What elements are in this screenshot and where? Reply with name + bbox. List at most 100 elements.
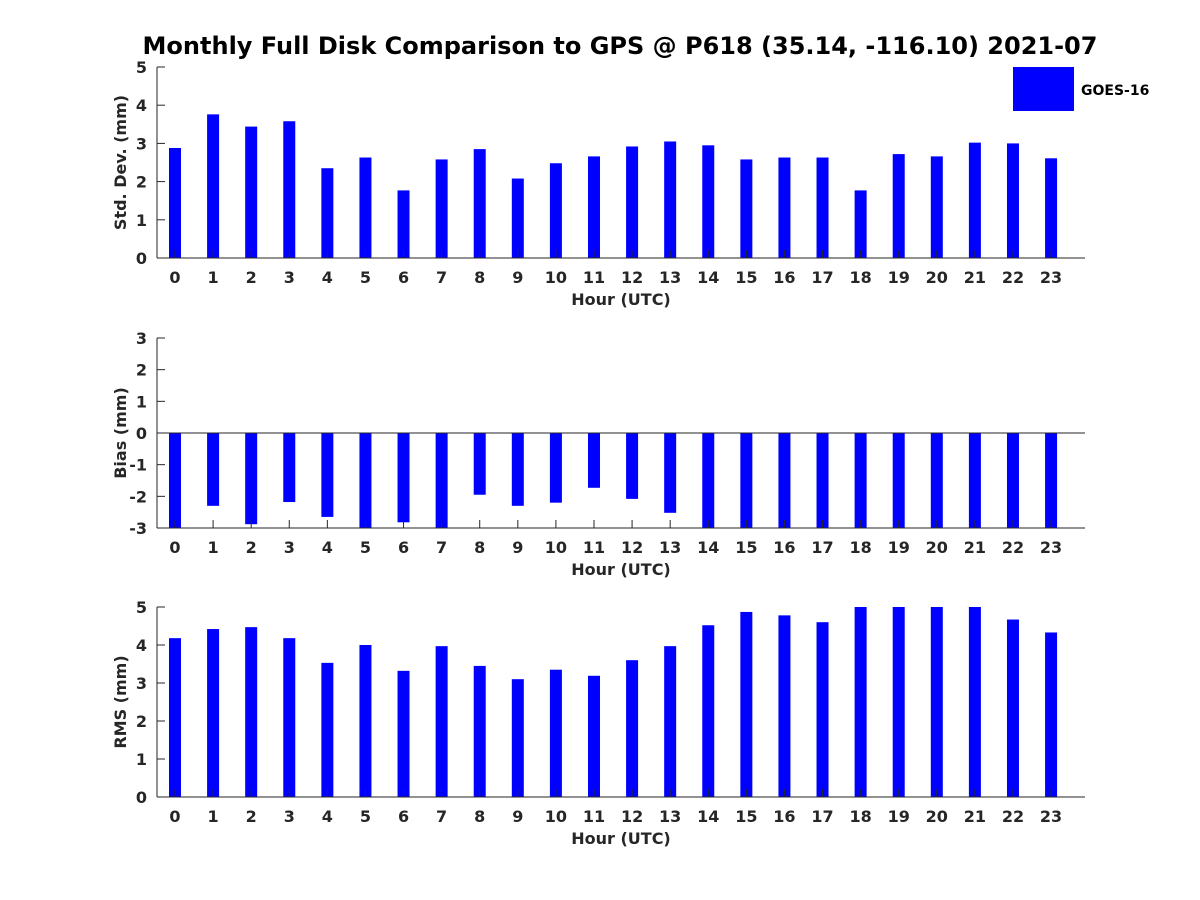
std-dev-bar: [511, 178, 524, 258]
std-dev-x-tick-label: 4: [322, 268, 333, 287]
bias-bar: [169, 433, 181, 528]
bias-bar: [930, 433, 943, 528]
rms-x-tick-label: 19: [888, 807, 910, 826]
rms-bar: [397, 670, 410, 797]
bias-x-tick-label: 15: [735, 538, 757, 557]
rms-x-tick-label: 10: [545, 807, 567, 826]
rms-x-tick-label: 21: [964, 807, 986, 826]
bias-y-tick-label: 0: [136, 424, 147, 443]
bias-bar: [740, 433, 753, 528]
rms-bar: [892, 607, 905, 797]
std-dev-x-tick-label: 15: [735, 268, 757, 287]
std-dev-bar: [587, 156, 600, 258]
std-dev-bar: [892, 154, 905, 258]
std-dev-x-label: Hour (UTC): [571, 290, 671, 309]
std-dev-bar: [1045, 158, 1058, 258]
bias-bar: [816, 433, 829, 528]
std-dev-bar: [549, 163, 562, 258]
std-dev-x-tick-label: 18: [849, 268, 871, 287]
rms-bar: [626, 660, 639, 797]
rms-bar: [816, 622, 829, 797]
std-dev-x-tick-label: 0: [169, 268, 180, 287]
rms-bar: [1045, 632, 1058, 797]
rms-x-tick-label: 4: [322, 807, 333, 826]
bias-bar: [968, 433, 981, 528]
bias-bar: [1045, 433, 1058, 528]
std-dev-x-tick-label: 10: [545, 268, 567, 287]
std-dev-y-tick-label: 3: [136, 134, 147, 153]
bias-x-tick-label: 1: [208, 538, 219, 557]
bias-y-tick-label: -2: [129, 487, 147, 506]
rms-bar: [587, 675, 600, 797]
legend-label: GOES-16: [1081, 83, 1149, 99]
std-dev-bar: [854, 190, 867, 258]
bias-bar: [778, 433, 791, 528]
bias-x-tick-label: 8: [474, 538, 485, 557]
bias-bar: [283, 433, 296, 503]
std-dev-x-tick-label: 7: [436, 268, 447, 287]
std-dev-y-label: Std. Dev. (mm): [111, 95, 130, 230]
bias-y-tick-label: -1: [129, 456, 147, 475]
std-dev-x-tick-label: 5: [360, 268, 371, 287]
rms-bar: [207, 629, 220, 797]
rms-x-tick-label: 12: [621, 807, 643, 826]
bias-x-tick-label: 12: [621, 538, 643, 557]
bias-x-tick-label: 17: [811, 538, 833, 557]
bias-y-tick-label: 3: [136, 329, 147, 348]
rms-x-tick-label: 11: [583, 807, 605, 826]
bias-bar: [549, 433, 562, 503]
rms-bar: [854, 607, 867, 797]
rms-bar: [740, 611, 753, 797]
bias-bar: [397, 433, 410, 523]
rms-x-tick-label: 15: [735, 807, 757, 826]
bias-x-tick-label: 21: [964, 538, 986, 557]
rms-x-tick-label: 9: [512, 807, 523, 826]
rms-bar: [778, 615, 791, 797]
bias-y-label: Bias (mm): [111, 387, 130, 479]
bias-bar: [473, 433, 486, 495]
bias-bar: [321, 433, 334, 517]
std-dev-bar: [397, 190, 410, 258]
rms-x-tick-label: 2: [246, 807, 257, 826]
bias-x-tick-label: 14: [697, 538, 719, 557]
bias-bar: [435, 433, 448, 528]
std-dev-bar: [968, 142, 981, 258]
std-dev-x-tick-label: 23: [1040, 268, 1062, 287]
std-dev-y-tick-label: 2: [136, 173, 147, 192]
rms-bar: [930, 607, 943, 797]
std-dev-x-tick-label: 13: [659, 268, 681, 287]
bias-x-tick-label: 9: [512, 538, 523, 557]
bias-bar: [626, 433, 639, 499]
bias-bar: [587, 433, 600, 488]
bias-bar: [1006, 433, 1019, 528]
rms-x-tick-label: 16: [773, 807, 795, 826]
rms-y-tick-label: 1: [136, 750, 147, 769]
std-dev-bar: [169, 147, 181, 258]
rms-bar: [968, 607, 981, 797]
rms-x-tick-label: 0: [169, 807, 180, 826]
std-dev-x-tick-label: 21: [964, 268, 986, 287]
bias-bar: [511, 433, 524, 506]
rms-y-label: RMS (mm): [111, 655, 130, 748]
std-dev-bar: [283, 121, 296, 259]
bias-x-tick-label: 0: [169, 538, 180, 557]
std-dev-x-tick-label: 6: [398, 268, 409, 287]
bias-x-tick-label: 11: [583, 538, 605, 557]
legend: GOES-16: [1013, 67, 1149, 111]
bias-bar: [892, 433, 905, 528]
rms-x-tick-label: 3: [284, 807, 295, 826]
rms-x-tick-label: 7: [436, 807, 447, 826]
rms-x-label: Hour (UTC): [571, 829, 671, 848]
bias-x-tick-label: 6: [398, 538, 409, 557]
std-dev-y-tick-label: 1: [136, 211, 147, 230]
rms-bar: [702, 625, 715, 797]
std-dev-bar: [664, 141, 677, 258]
bias-x-tick-label: 7: [436, 538, 447, 557]
std-dev-bar: [1006, 143, 1019, 258]
bias-x-tick-label: 13: [659, 538, 681, 557]
rms-x-tick-label: 18: [849, 807, 871, 826]
bias-x-tick-label: 22: [1002, 538, 1024, 557]
rms-bar: [359, 645, 372, 797]
